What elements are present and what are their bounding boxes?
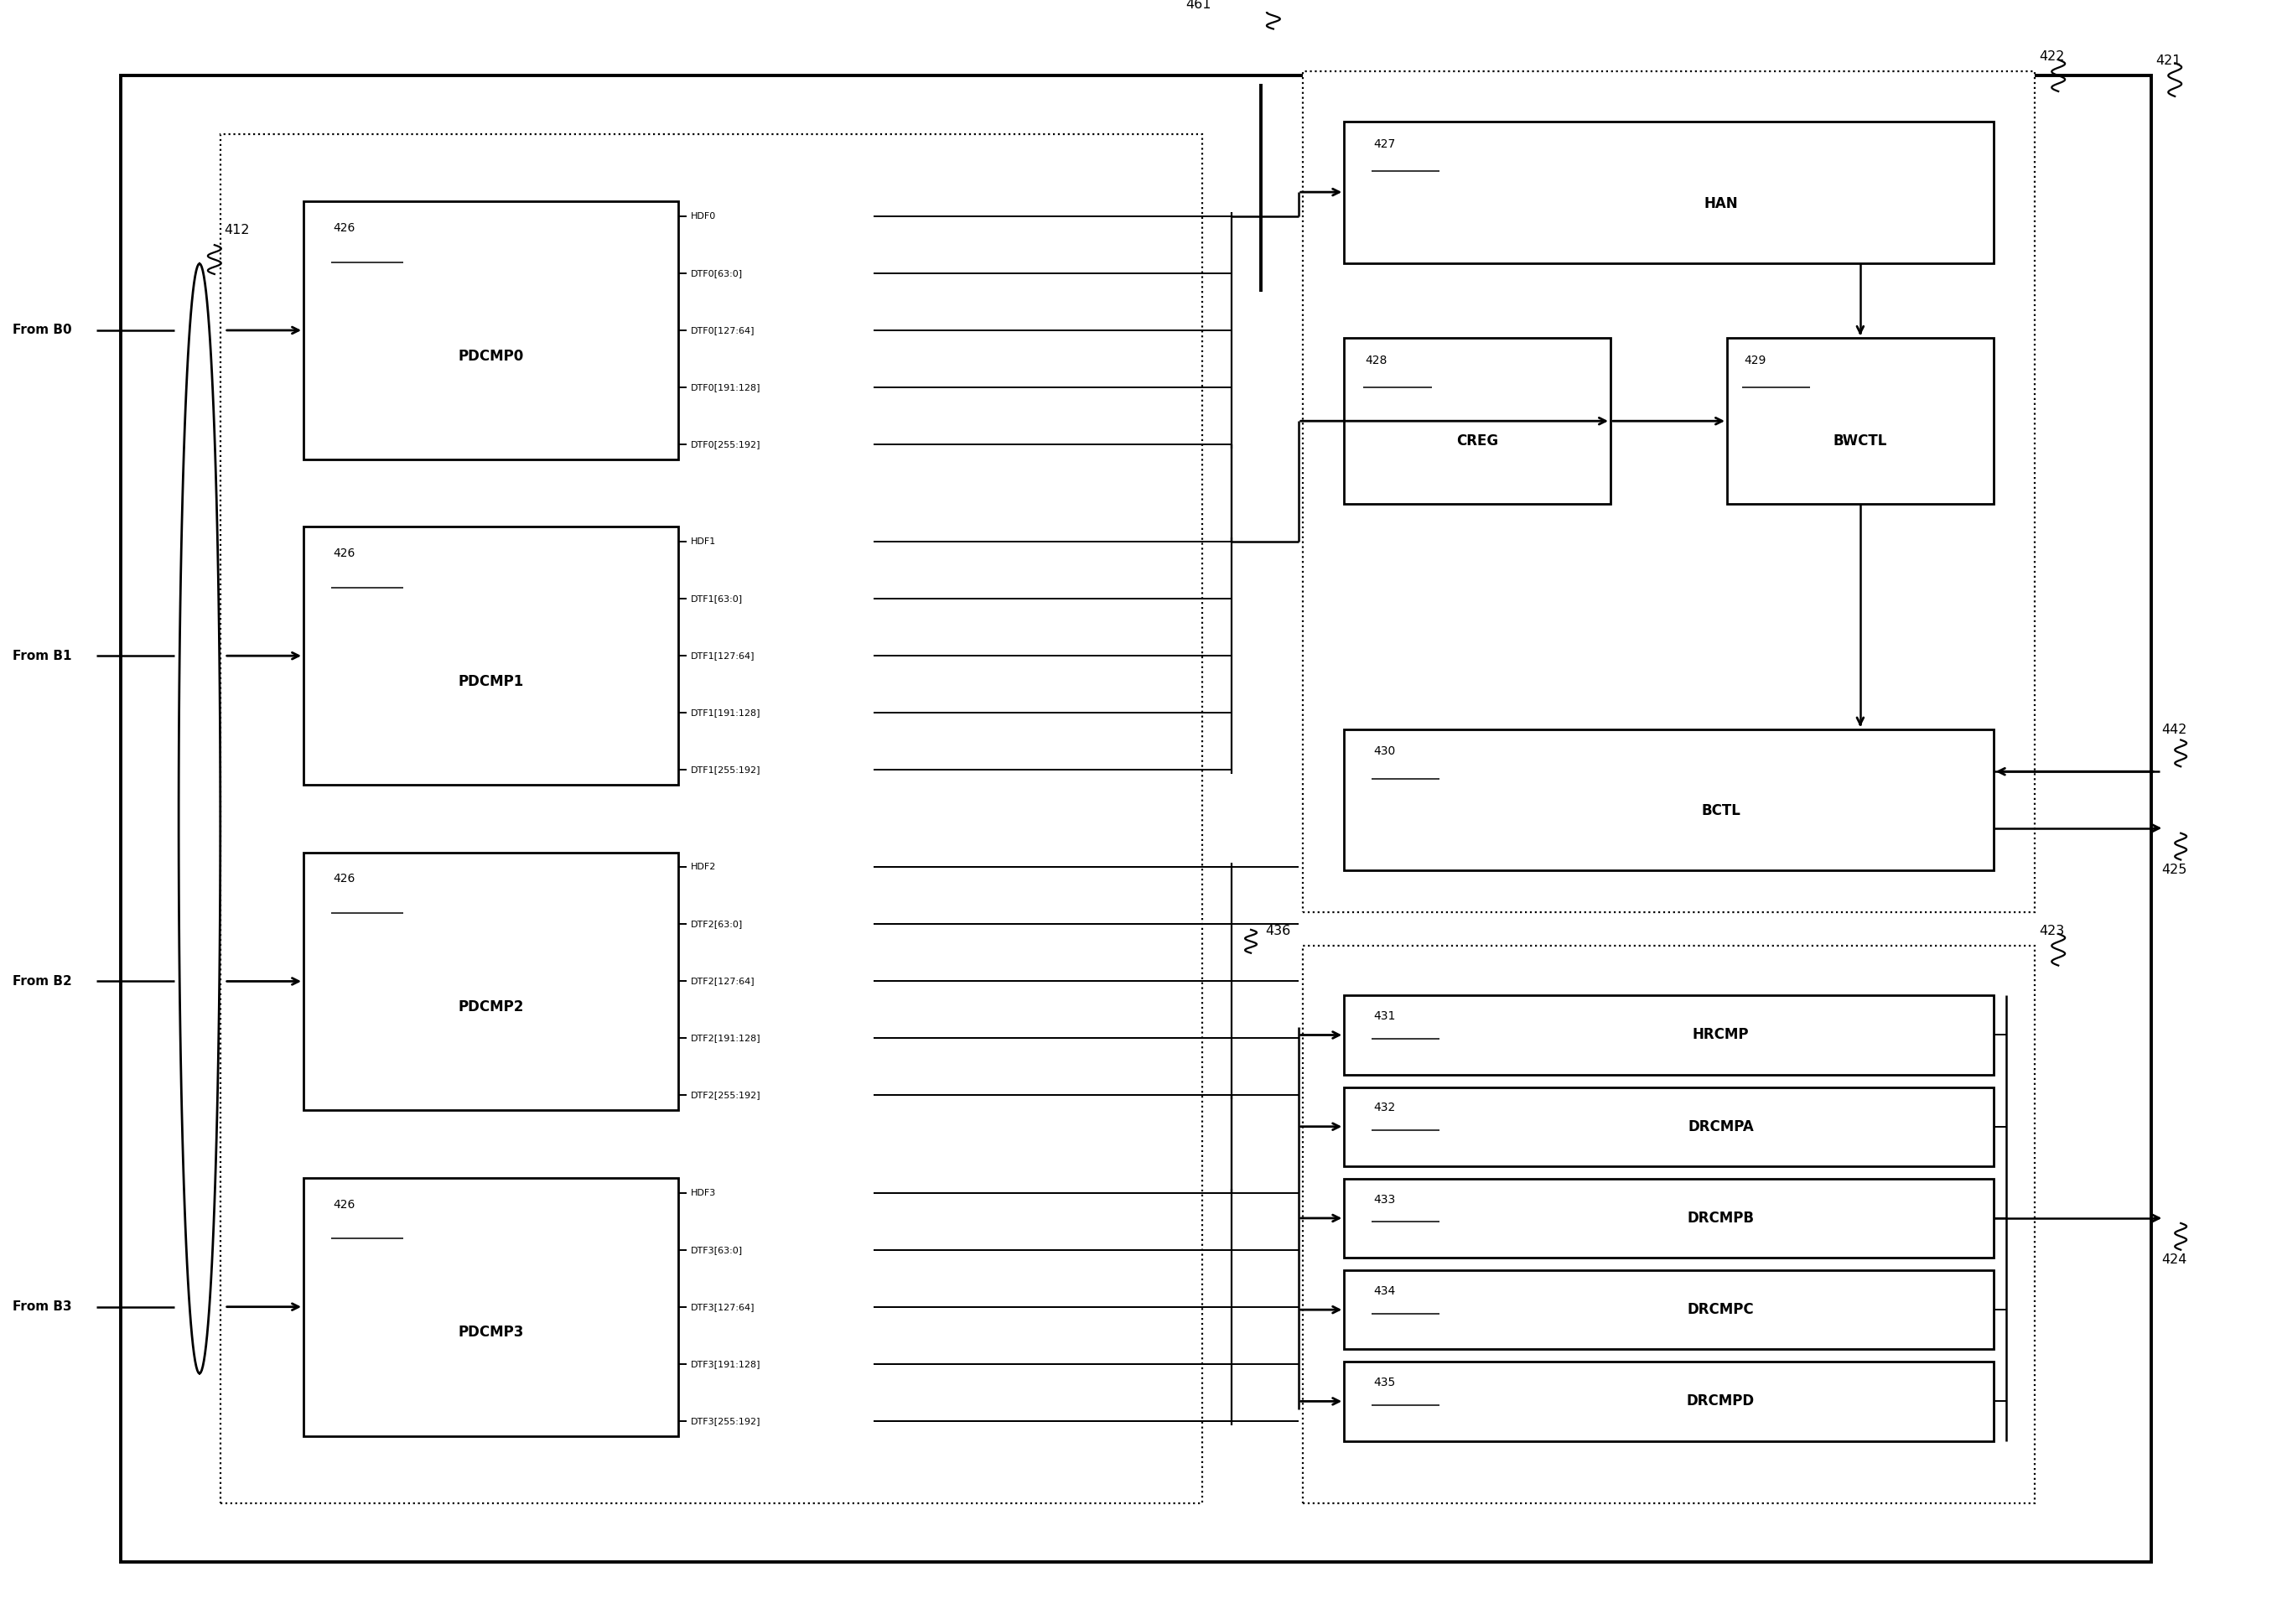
- Bar: [303, 1177, 679, 1436]
- Bar: [221, 133, 1202, 1504]
- Text: DTF1[127:64]: DTF1[127:64]: [690, 651, 754, 659]
- Text: HRCMP: HRCMP: [1692, 1028, 1749, 1043]
- Bar: [121, 76, 2152, 1562]
- Text: PDCMP2: PDCMP2: [458, 1000, 524, 1015]
- Bar: [1343, 1270, 1992, 1350]
- Text: DRCMPA: DRCMPA: [1687, 1119, 1753, 1134]
- Text: DRCMPC: DRCMPC: [1687, 1302, 1753, 1317]
- Text: 423: 423: [2040, 924, 2065, 937]
- Text: 426: 426: [332, 222, 355, 234]
- Text: DTF3[191:128]: DTF3[191:128]: [690, 1359, 761, 1367]
- Bar: [1343, 1363, 1992, 1440]
- Text: From B2: From B2: [11, 974, 71, 987]
- Text: 430: 430: [1373, 745, 1396, 757]
- Text: From B0: From B0: [11, 325, 71, 336]
- Text: 431: 431: [1373, 1010, 1396, 1021]
- Text: 429: 429: [1744, 354, 1765, 365]
- Text: HDF1: HDF1: [690, 538, 715, 546]
- Text: From B3: From B3: [11, 1301, 71, 1314]
- Text: 426: 426: [332, 1199, 355, 1210]
- Text: HDF0: HDF0: [690, 213, 715, 221]
- Text: DTF2[63:0]: DTF2[63:0]: [690, 921, 742, 929]
- Text: DTF1[191:128]: DTF1[191:128]: [690, 708, 761, 718]
- Text: DTF3[127:64]: DTF3[127:64]: [690, 1302, 754, 1311]
- Text: 436: 436: [1266, 924, 1291, 937]
- Bar: [1343, 1179, 1992, 1257]
- Text: DTF0[255:192]: DTF0[255:192]: [690, 440, 761, 448]
- Bar: [303, 526, 679, 784]
- Text: 427: 427: [1373, 138, 1396, 149]
- Bar: [1302, 945, 2036, 1504]
- Text: DRCMPD: DRCMPD: [1687, 1393, 1756, 1410]
- Text: DTF2[191:128]: DTF2[191:128]: [690, 1034, 761, 1043]
- Text: DTF0[127:64]: DTF0[127:64]: [690, 326, 754, 335]
- Text: 426: 426: [332, 874, 355, 885]
- Text: DTF0[63:0]: DTF0[63:0]: [690, 270, 742, 278]
- Text: From B1: From B1: [11, 650, 71, 663]
- Text: 428: 428: [1364, 354, 1387, 365]
- Text: DTF0[191:128]: DTF0[191:128]: [690, 383, 761, 391]
- Text: DRCMPB: DRCMPB: [1687, 1210, 1753, 1226]
- Text: 435: 435: [1373, 1377, 1396, 1389]
- Bar: [1726, 338, 1992, 505]
- Text: BCTL: BCTL: [1701, 804, 1740, 818]
- Text: 434: 434: [1373, 1285, 1396, 1298]
- Text: 432: 432: [1373, 1103, 1396, 1114]
- Text: CREG: CREG: [1457, 434, 1498, 448]
- Bar: [1302, 71, 2036, 913]
- Text: 412: 412: [225, 224, 250, 237]
- Text: HDF2: HDF2: [690, 862, 715, 872]
- Text: BWCTL: BWCTL: [1833, 434, 1888, 448]
- Text: DTF2[255:192]: DTF2[255:192]: [690, 1091, 761, 1099]
- Text: DTF1[63:0]: DTF1[63:0]: [690, 594, 742, 603]
- Bar: [1343, 338, 1610, 505]
- Text: DTF2[127:64]: DTF2[127:64]: [690, 978, 756, 986]
- Text: DTF1[255:192]: DTF1[255:192]: [690, 765, 761, 775]
- Text: 442: 442: [2161, 724, 2186, 736]
- Text: 433: 433: [1373, 1194, 1396, 1205]
- Text: HDF3: HDF3: [690, 1189, 715, 1197]
- Bar: [1343, 996, 1992, 1075]
- Text: 425: 425: [2161, 864, 2186, 875]
- Bar: [1343, 1086, 1992, 1166]
- Text: PDCMP1: PDCMP1: [458, 674, 524, 689]
- Text: 421: 421: [2156, 55, 2181, 67]
- Text: PDCMP0: PDCMP0: [458, 349, 524, 364]
- Bar: [1343, 122, 1992, 263]
- Text: PDCMP3: PDCMP3: [458, 1325, 524, 1340]
- Bar: [303, 853, 679, 1111]
- Bar: [303, 201, 679, 460]
- Text: 426: 426: [332, 547, 355, 559]
- Text: DTF3[63:0]: DTF3[63:0]: [690, 1246, 742, 1254]
- Text: 461: 461: [1186, 0, 1211, 11]
- Bar: [1343, 729, 1992, 870]
- Text: 422: 422: [2040, 50, 2065, 63]
- Text: 424: 424: [2161, 1254, 2186, 1267]
- Text: DTF3[255:192]: DTF3[255:192]: [690, 1416, 761, 1426]
- Text: HAN: HAN: [1703, 197, 1737, 211]
